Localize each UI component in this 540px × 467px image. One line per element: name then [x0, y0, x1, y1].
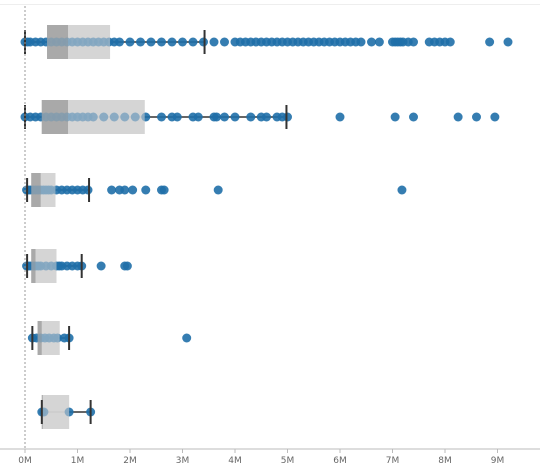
data-point — [115, 37, 124, 47]
data-point — [453, 112, 463, 122]
data-point — [128, 185, 138, 195]
data-point — [157, 37, 166, 47]
data-point — [397, 185, 407, 195]
data-point — [445, 37, 455, 47]
data-point — [122, 261, 132, 271]
data-point — [159, 185, 169, 195]
data-point — [490, 112, 500, 122]
data-point — [83, 185, 93, 195]
data-point — [107, 185, 117, 195]
box-overlay — [31, 173, 56, 207]
data-point — [146, 37, 156, 47]
data-point — [199, 37, 208, 47]
box-overlay — [37, 321, 60, 355]
data-point — [485, 37, 495, 47]
data-point — [409, 112, 418, 122]
x-tick-label: 3M — [176, 456, 190, 466]
data-point — [409, 37, 418, 47]
data-point — [125, 37, 135, 47]
data-point — [374, 37, 384, 47]
data-point — [220, 112, 229, 122]
box-overlay-lower — [41, 100, 69, 134]
x-axis: 0M 1M 2M 3M 4M 5M 6M 7M 8M 9M — [0, 4, 540, 466]
data-point — [167, 37, 177, 47]
box-overlay-lower — [31, 249, 36, 283]
box-row — [20, 25, 513, 59]
x-tick-label: 7M — [386, 456, 400, 466]
box-overlay — [31, 249, 57, 283]
box-overlay-lower — [47, 25, 69, 59]
data-point — [172, 112, 182, 122]
box-overlay-lower — [31, 173, 41, 207]
x-tick-label: 6M — [333, 456, 347, 466]
box-row — [22, 249, 132, 283]
data-point — [367, 37, 376, 47]
box-overlay-lower — [37, 321, 42, 355]
data-point — [335, 112, 345, 122]
data-point — [136, 37, 145, 47]
x-tick-label: 9M — [491, 456, 505, 466]
box-overlay — [41, 395, 70, 429]
x-tick-label: 4M — [228, 456, 242, 466]
x-tick-label: 8M — [438, 456, 452, 466]
data-point — [356, 37, 366, 47]
box-row — [37, 395, 96, 429]
data-point — [503, 37, 513, 47]
data-point — [230, 112, 240, 122]
data-point — [212, 112, 222, 122]
data-point — [220, 37, 229, 47]
box-row — [22, 173, 407, 207]
data-point — [262, 112, 271, 122]
data-point — [246, 112, 256, 122]
data-point — [182, 333, 192, 343]
data-point — [213, 185, 223, 195]
data-point — [120, 185, 130, 195]
data-point — [193, 112, 203, 122]
x-tick-label: 0M — [18, 456, 32, 466]
x-tick-label: 5M — [281, 456, 295, 466]
box-overlay — [47, 25, 111, 59]
data-point — [188, 37, 198, 47]
data-point — [390, 112, 400, 122]
data-point — [209, 37, 219, 47]
data-point — [141, 185, 151, 195]
data-point — [283, 112, 292, 122]
data-point — [96, 261, 106, 271]
box-row — [20, 100, 500, 134]
x-tick-label: 2M — [123, 456, 137, 466]
box-rows — [20, 25, 513, 429]
data-point — [178, 37, 187, 47]
data-point — [472, 112, 481, 122]
data-point — [157, 112, 166, 122]
box-row — [27, 321, 192, 355]
box-overlay — [41, 100, 145, 134]
x-tick-label: 1M — [71, 456, 85, 466]
